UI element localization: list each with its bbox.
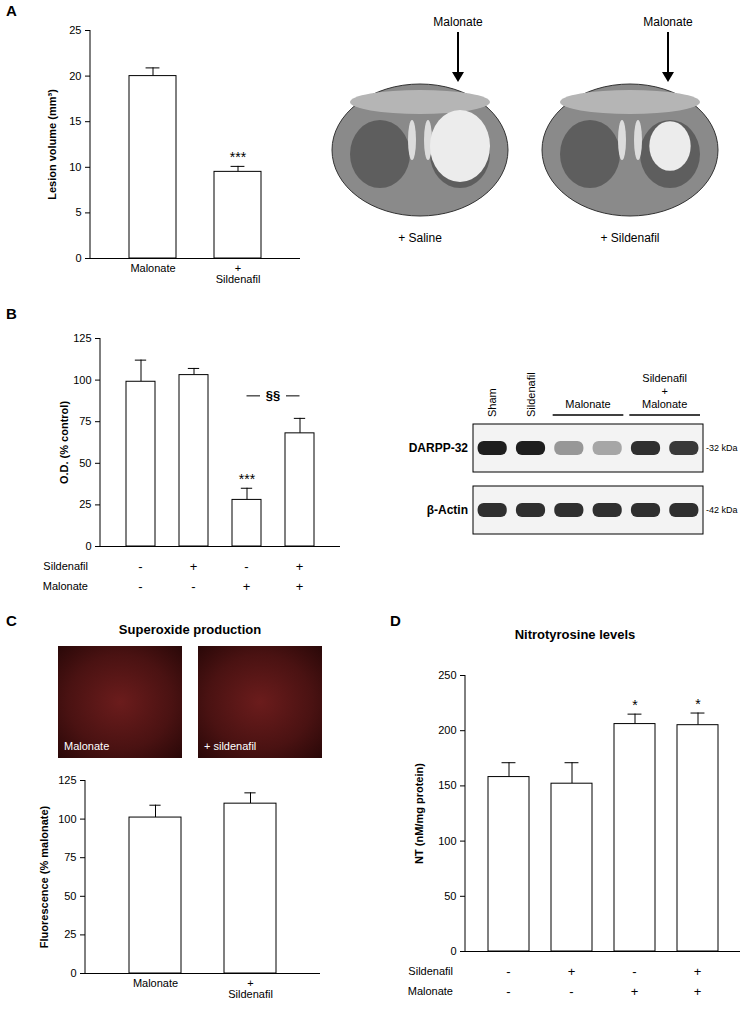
svg-text:+: + [568, 964, 576, 979]
svg-text:Malonate: Malonate [565, 398, 610, 410]
html-text:C: C [6, 612, 17, 629]
svg-text:200: 200 [438, 724, 456, 736]
svg-text:Malonate: Malonate [133, 977, 178, 989]
html-text:Nitrotyrosine levels: Nitrotyrosine levels [514, 627, 636, 642]
svg-text:+Sildenafil: +Sildenafil [216, 262, 261, 285]
svg-text:***: *** [239, 471, 256, 487]
svg-text:O.D. (% control): O.D. (% control) [58, 401, 70, 484]
svg-text:15: 15 [69, 115, 81, 127]
svg-text:Malonate: Malonate [43, 580, 88, 592]
svg-text:NT (nM/mg protein): NT (nM/mg protein) [413, 763, 425, 864]
svg-text:125: 125 [73, 332, 91, 344]
svg-text:Malonate: Malonate [643, 15, 693, 29]
svg-text:***: *** [230, 149, 247, 165]
svg-text:-: - [244, 559, 248, 574]
svg-text:β-Actin: β-Actin [427, 503, 468, 517]
svg-text:5: 5 [75, 206, 81, 218]
svg-text:+ Sildenafil: + Sildenafil [600, 231, 659, 245]
svg-text:+Sildenafil: +Sildenafil [228, 977, 273, 1000]
svg-text:0: 0 [75, 252, 81, 264]
svg-text:+: + [243, 579, 251, 594]
html-text:A: A [6, 2, 17, 19]
svg-text:Sildenafil: Sildenafil [525, 372, 537, 417]
svg-text:-: - [506, 984, 510, 999]
svg-text:-32 kDa: -32 kDa [706, 443, 738, 453]
svg-text:50: 50 [64, 890, 76, 902]
svg-text:Malonate: Malonate [130, 262, 175, 274]
svg-text:+: + [190, 559, 198, 574]
svg-text:75: 75 [64, 851, 76, 863]
svg-text:-: - [138, 579, 142, 594]
svg-text:+ sildenafil: + sildenafil [204, 740, 256, 752]
svg-text:Malonate: Malonate [433, 15, 483, 29]
svg-text:Sildenafil: Sildenafil [408, 965, 453, 977]
svg-text:20: 20 [69, 70, 81, 82]
svg-text:25: 25 [64, 928, 76, 940]
svg-text:100: 100 [58, 813, 76, 825]
svg-text:50: 50 [79, 457, 91, 469]
svg-text:Malonate: Malonate [642, 398, 687, 410]
svg-text:Malonate: Malonate [408, 985, 453, 997]
svg-text:-: - [569, 984, 573, 999]
svg-text:+: + [296, 559, 304, 574]
html-text:D: D [390, 612, 401, 629]
svg-text:150: 150 [438, 779, 456, 791]
svg-text:75: 75 [79, 415, 91, 427]
svg-text:0: 0 [450, 945, 456, 957]
html-text:Superoxide production: Superoxide production [118, 622, 262, 637]
svg-text:0: 0 [70, 967, 76, 979]
svg-text:100: 100 [438, 835, 456, 847]
svg-text:-42 kDa: -42 kDa [706, 505, 738, 515]
svg-text:§§: §§ [266, 388, 280, 403]
svg-text:-: - [191, 579, 195, 594]
svg-text:DARPP-32: DARPP-32 [409, 441, 469, 455]
svg-text:+: + [296, 579, 304, 594]
svg-text:250: 250 [438, 669, 456, 681]
svg-text:Lesion volume (mm³): Lesion volume (mm³) [46, 89, 58, 200]
svg-text:Malonate: Malonate [64, 740, 109, 752]
svg-text:+: + [661, 385, 667, 397]
svg-text:Sildenafil: Sildenafil [642, 372, 687, 384]
svg-text:Sildenafil: Sildenafil [43, 560, 88, 572]
svg-text:50: 50 [444, 890, 456, 902]
svg-text:+: + [694, 984, 702, 999]
svg-text:10: 10 [69, 161, 81, 173]
svg-text:0: 0 [85, 540, 91, 552]
svg-text:25: 25 [69, 24, 81, 36]
svg-text:Sham: Sham [486, 388, 498, 417]
svg-text:+ Saline: + Saline [398, 231, 442, 245]
svg-text:-: - [138, 559, 142, 574]
svg-text:*: * [632, 697, 638, 713]
svg-text:+: + [694, 964, 702, 979]
svg-text:100: 100 [73, 374, 91, 386]
svg-text:+: + [631, 984, 639, 999]
svg-text:-: - [506, 964, 510, 979]
svg-text:-: - [632, 964, 636, 979]
svg-text:Fluorescence (% malonate): Fluorescence (% malonate) [38, 805, 50, 948]
svg-text:125: 125 [58, 774, 76, 786]
svg-text:*: * [695, 696, 701, 712]
html-text:B: B [6, 305, 17, 322]
svg-text:25: 25 [79, 498, 91, 510]
